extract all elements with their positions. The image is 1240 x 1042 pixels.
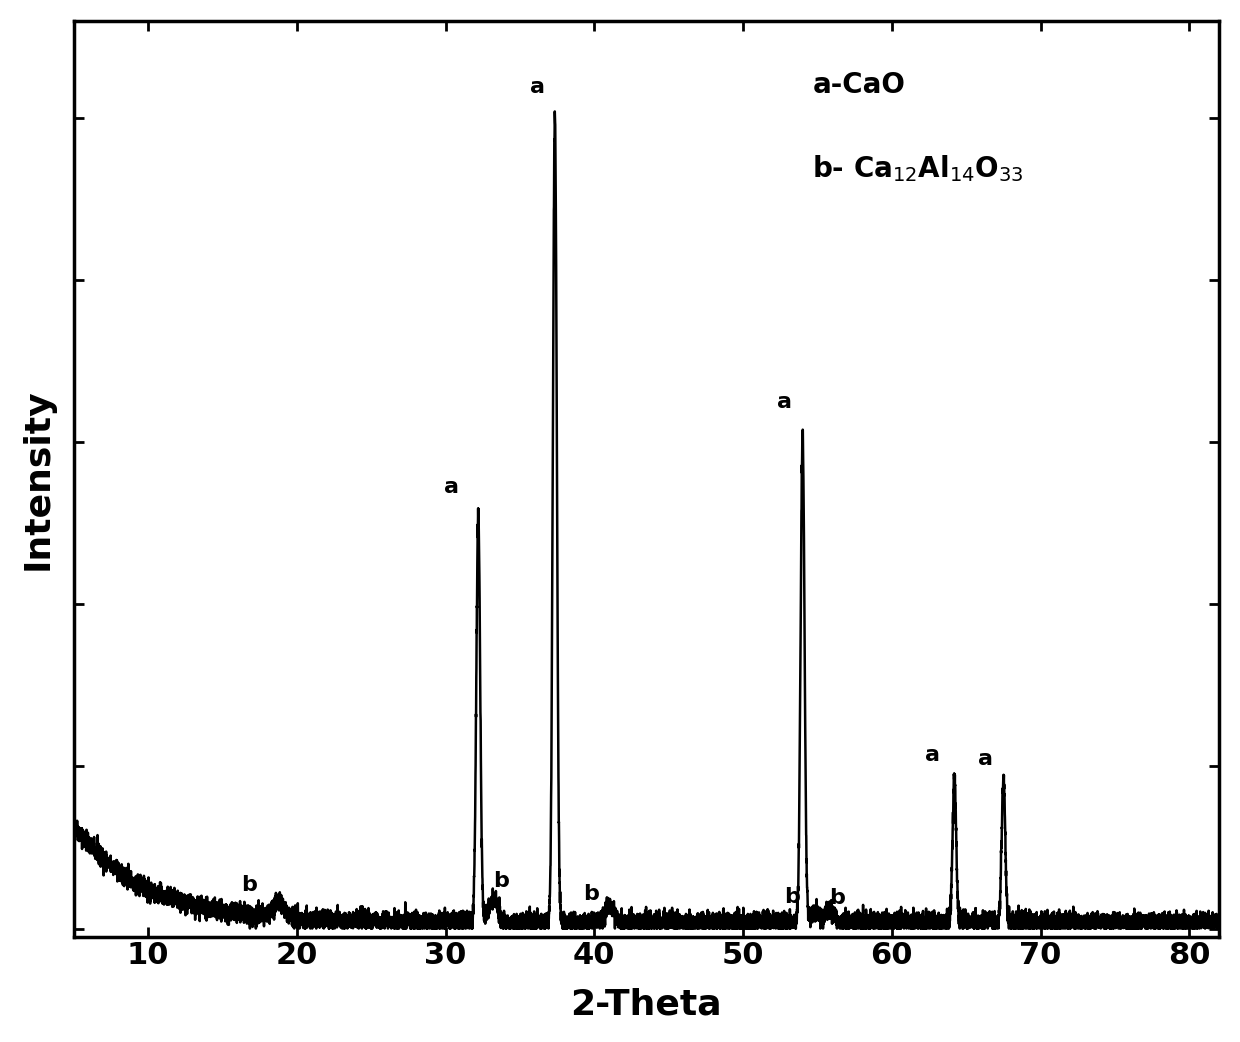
Text: b: b	[583, 884, 599, 904]
Text: b: b	[828, 888, 844, 908]
X-axis label: 2-Theta: 2-Theta	[570, 987, 722, 1021]
Text: b: b	[784, 888, 800, 908]
Text: b: b	[492, 871, 508, 891]
Text: a: a	[529, 76, 544, 97]
Text: a-CaO: a-CaO	[812, 71, 905, 99]
Text: b: b	[242, 875, 257, 895]
Text: a: a	[777, 392, 792, 412]
Text: a: a	[444, 477, 459, 497]
Text: b- Ca$_{12}$Al$_{14}$O$_{33}$: b- Ca$_{12}$Al$_{14}$O$_{33}$	[812, 153, 1024, 184]
Text: a: a	[925, 745, 940, 765]
Y-axis label: Intensity: Intensity	[21, 388, 55, 570]
Text: a: a	[978, 749, 993, 769]
